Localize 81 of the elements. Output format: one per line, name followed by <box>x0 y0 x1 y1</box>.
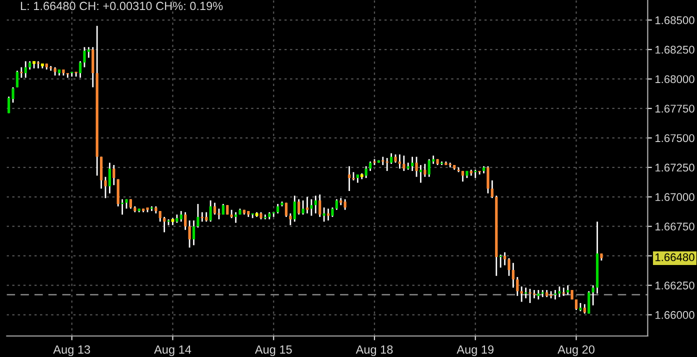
candlestick <box>298 198 300 216</box>
candlestick <box>180 210 182 222</box>
candlestick <box>209 200 212 222</box>
y-tick-label: 1.67000 <box>655 193 694 202</box>
candlestick <box>24 60 27 79</box>
candlestick <box>108 162 111 194</box>
y-tick-label: 1.67500 <box>655 134 694 142</box>
candlestick <box>184 212 187 231</box>
candlestick <box>588 290 590 314</box>
candlestick <box>335 198 338 211</box>
candlestick <box>512 262 514 288</box>
candlestick <box>322 206 326 222</box>
candlestick <box>537 289 540 300</box>
y-tick-label: 1.66750 <box>655 222 694 230</box>
annotation: L: 1.66480 CH: +0.00310 CH%: 0.19% <box>20 2 223 10</box>
candlestick <box>158 210 162 222</box>
candlestick <box>558 286 561 298</box>
candlestick <box>402 154 406 172</box>
candlestick <box>318 194 322 218</box>
candlestick <box>87 46 90 58</box>
candlestick <box>516 276 519 297</box>
candlestick <box>276 203 280 214</box>
candlestick <box>192 220 196 246</box>
candlestick <box>570 289 574 300</box>
candlestick <box>196 203 200 228</box>
x-tick-label: Aug 20 <box>558 345 594 356</box>
candlestick <box>490 180 494 199</box>
candlestick <box>302 200 304 216</box>
candlestick <box>398 154 402 170</box>
candlestick <box>284 202 288 218</box>
x-tick-label: Aug 15 <box>254 345 292 356</box>
candlestick <box>415 156 418 178</box>
candlestick <box>428 158 430 178</box>
candlestick <box>508 257 510 277</box>
candlestick <box>112 164 116 186</box>
candlestick <box>344 198 346 211</box>
candlestick <box>310 198 313 216</box>
x-tick-label: Aug 18 <box>356 345 393 356</box>
candlestick <box>528 288 532 304</box>
candlestick <box>205 212 208 222</box>
y-tick-label: 1.67750 <box>655 104 694 113</box>
text: 1.66480 <box>655 253 694 262</box>
candlestick <box>331 206 334 218</box>
candlestick <box>293 195 296 222</box>
candlestick <box>234 212 238 224</box>
candlestick <box>411 156 414 172</box>
candlestick <box>520 286 523 303</box>
candlestick <box>78 60 82 79</box>
candlestick <box>213 202 216 216</box>
candlestick <box>314 195 317 214</box>
candlestick <box>100 156 103 190</box>
candlestick <box>306 196 309 214</box>
y-tick-label: 1.67250 <box>655 164 694 172</box>
y-tick-label: 1.68000 <box>655 75 694 84</box>
candlestick <box>92 46 94 88</box>
y-tick-label: 1.68250 <box>655 46 694 54</box>
candlestick <box>218 208 220 220</box>
candlestick <box>592 284 594 306</box>
candlestick <box>83 46 86 68</box>
x-tick-label: Aug 13 <box>53 345 90 356</box>
candlestick <box>486 166 490 194</box>
candlestick <box>104 176 107 199</box>
x-tick-label: Aug 19 <box>456 345 494 356</box>
candlestick <box>163 216 166 233</box>
y-tick-label: 1.68500 <box>655 16 694 24</box>
candlestick <box>368 160 372 172</box>
candlestick <box>348 166 351 192</box>
candlestick <box>566 284 570 296</box>
candlestick <box>129 198 132 210</box>
candlestick <box>289 212 292 226</box>
candlestick <box>188 220 191 248</box>
candlestick <box>583 303 586 314</box>
y-tick-label: 1.66000 <box>655 311 694 319</box>
candlestick <box>424 163 426 178</box>
candlestick <box>503 252 506 266</box>
candlestick <box>125 198 128 210</box>
candlestick <box>16 70 19 88</box>
y-tick-label: 1.66250 <box>655 282 694 290</box>
candlestick <box>364 166 368 179</box>
candlestick <box>390 152 393 165</box>
x-tick-label: Aug 14 <box>154 345 192 356</box>
